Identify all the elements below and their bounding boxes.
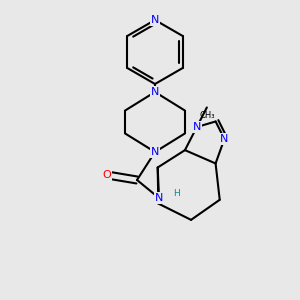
Text: CH₃: CH₃ (199, 111, 214, 120)
Text: N: N (193, 122, 201, 132)
Text: H: H (174, 190, 180, 199)
Text: N: N (155, 193, 163, 203)
Text: N: N (151, 87, 159, 97)
Text: N: N (220, 134, 229, 144)
Text: O: O (103, 170, 111, 180)
Text: N: N (151, 15, 159, 25)
Text: N: N (151, 147, 159, 157)
